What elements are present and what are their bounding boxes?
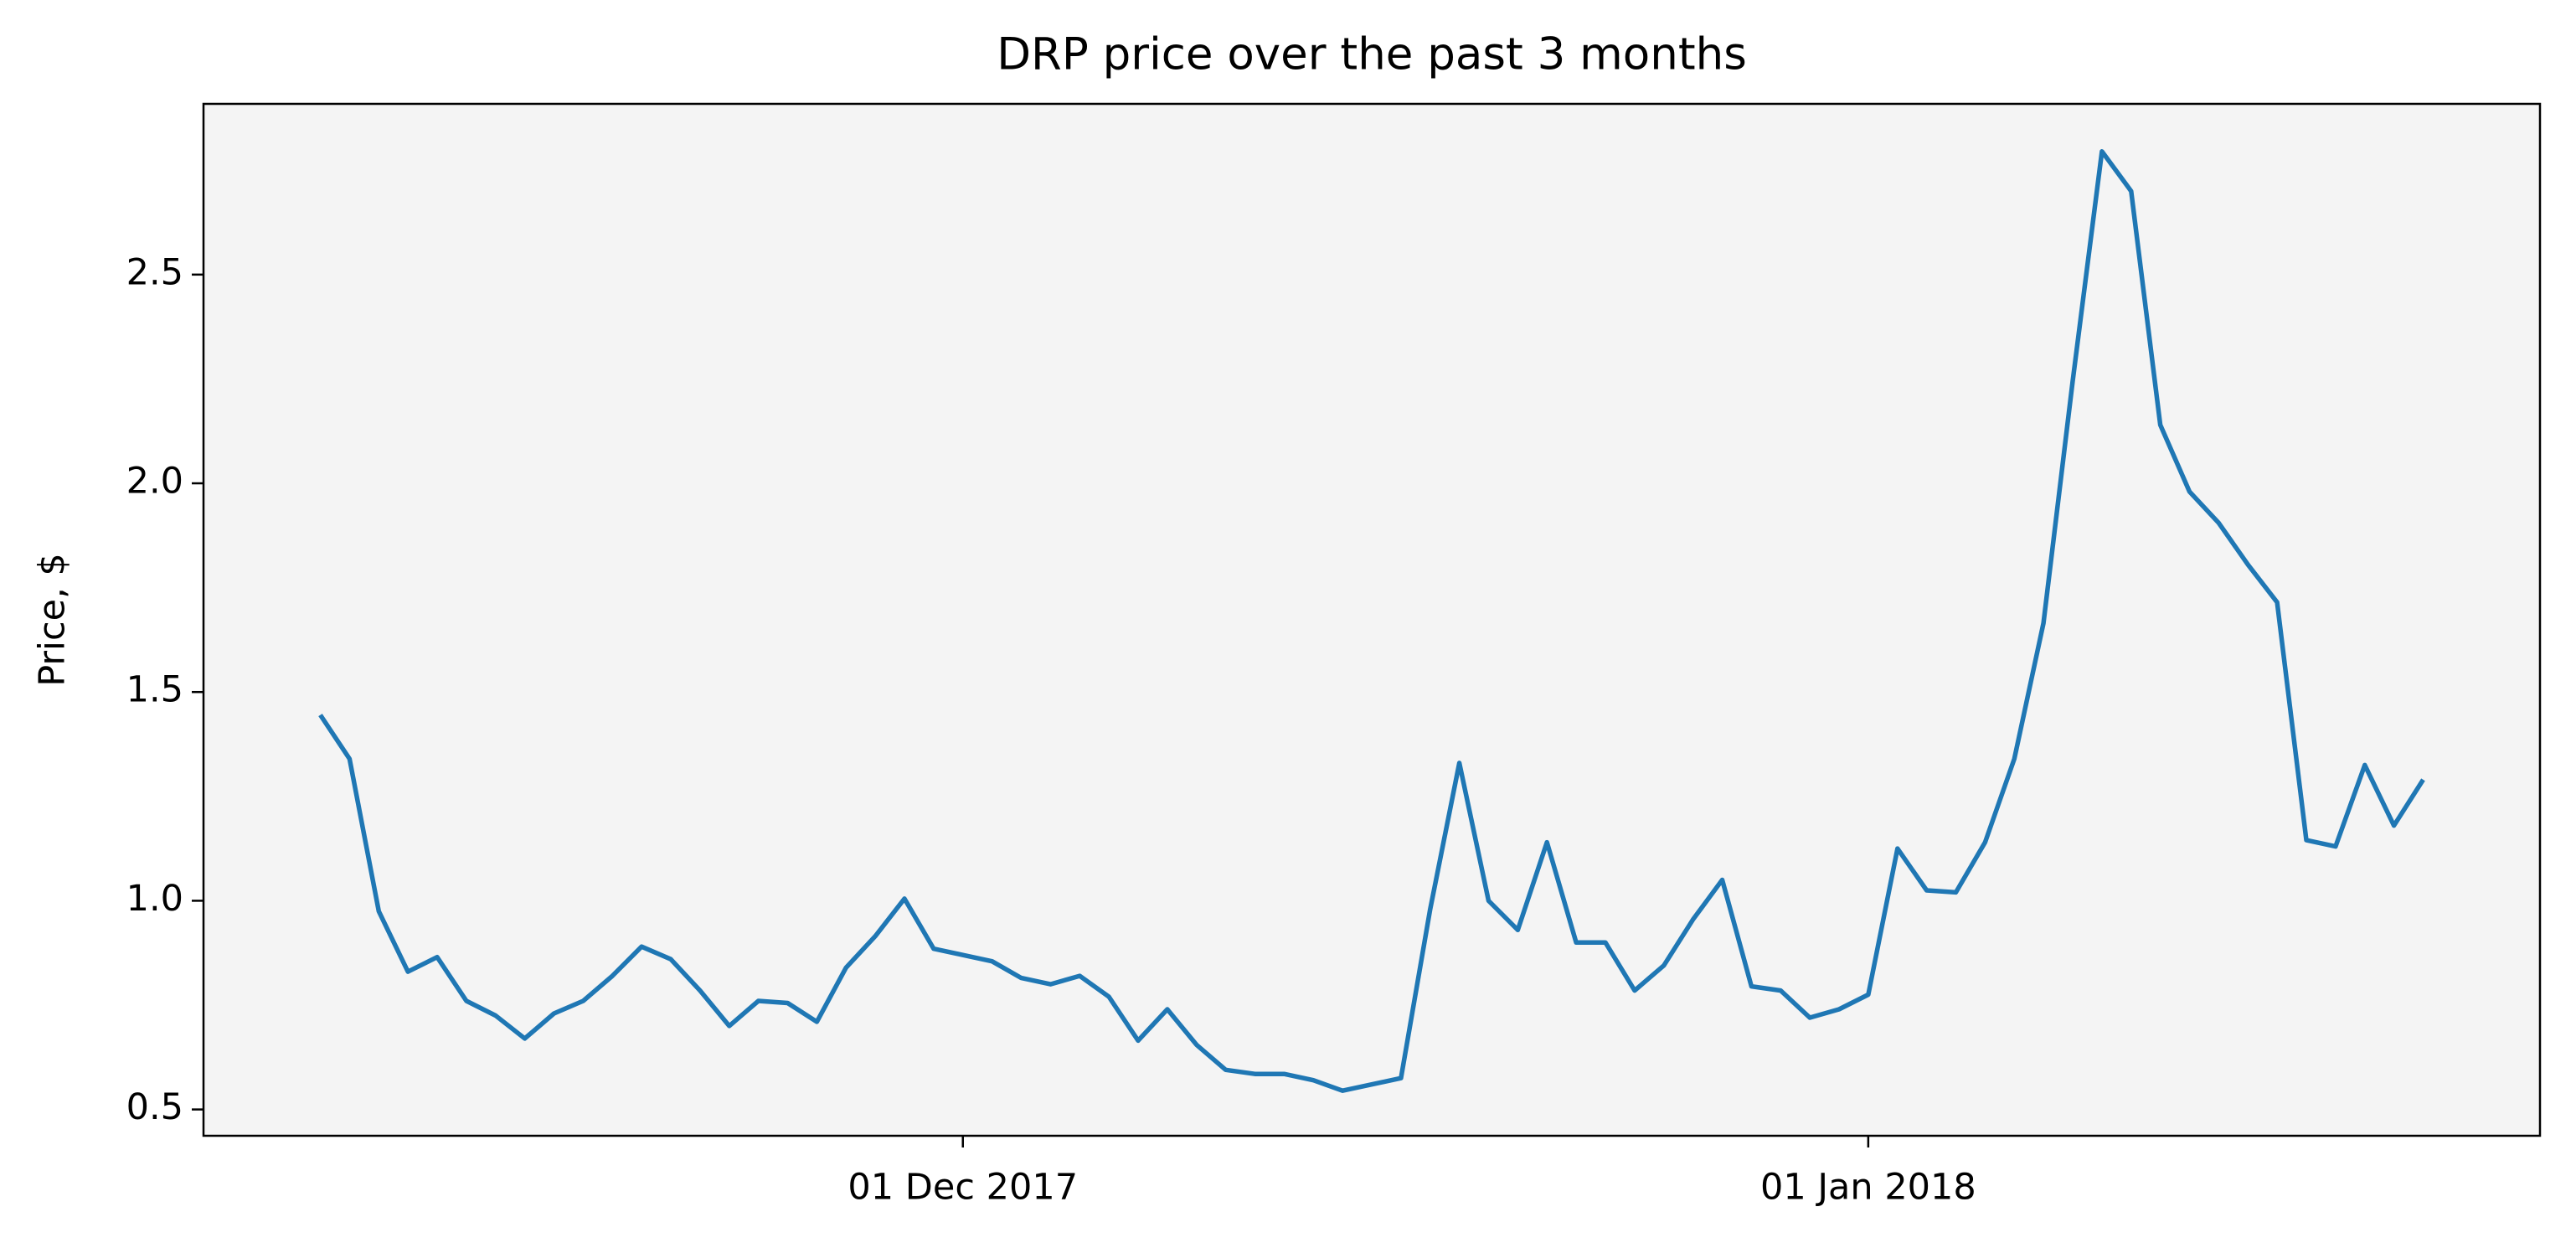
price-line <box>318 149 2425 1093</box>
y-axis-label: Price, $ <box>32 553 74 687</box>
y-tick-label: 1.5 <box>126 669 183 711</box>
y-tick-label: 2.0 <box>126 461 183 503</box>
x-tick-label: 01 Dec 2017 <box>848 1167 1078 1209</box>
plot-frame <box>202 102 2542 1137</box>
x-tick-label: 01 Jan 2018 <box>1760 1167 1976 1209</box>
chart-title: DRP price over the past 3 months <box>997 29 1747 80</box>
y-tick-label: 1.0 <box>126 878 183 920</box>
plot-area <box>204 104 2540 1136</box>
y-tick-label: 2.5 <box>126 251 183 293</box>
y-tick-label: 0.5 <box>126 1086 183 1128</box>
